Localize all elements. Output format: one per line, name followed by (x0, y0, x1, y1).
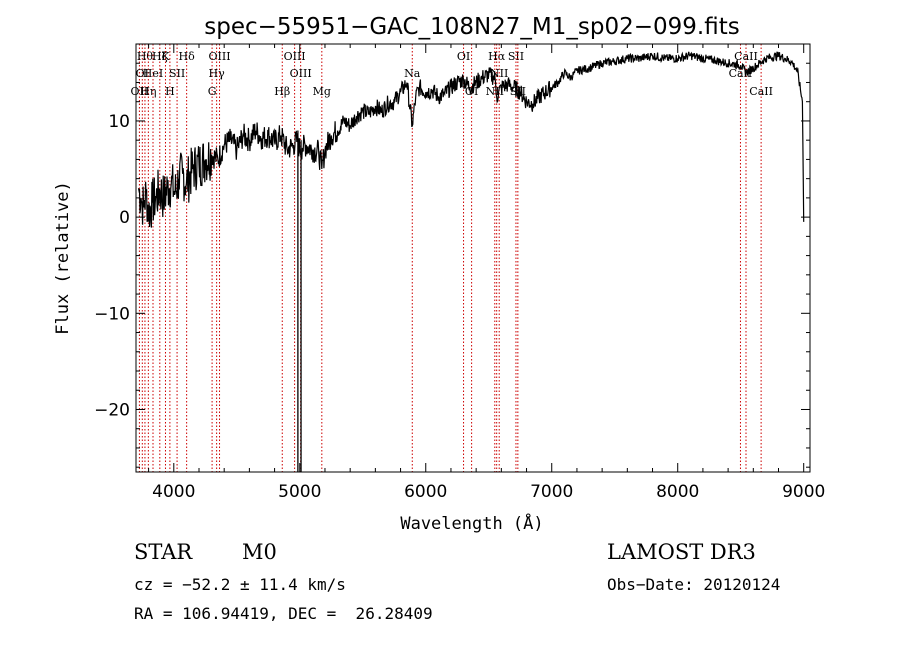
marker-label-18-0: OI (457, 50, 470, 63)
marker-label-27-0: CaII (749, 85, 773, 98)
marker-label-6-0: K (161, 50, 170, 63)
marker-label-7-0: H (165, 85, 175, 98)
y-tick-label-2: −10 (94, 304, 130, 324)
marker-label-5-0: Hζ (152, 50, 168, 63)
x-tick-label-5: 9000 (782, 482, 825, 502)
marker-label-21-0: Hα (488, 50, 506, 63)
marker-label-26-0: CaII (734, 50, 758, 63)
marker-label-3-0: Hη (140, 85, 156, 98)
x-tick-label-3: 7000 (530, 482, 573, 502)
marker-label-1-0: OI (136, 67, 149, 80)
object-subclass: M0 (242, 540, 277, 564)
y-axis: 10 0 −10 −20 (94, 43, 810, 468)
x-tick-label-1: 5000 (278, 482, 321, 502)
marker-label-17-0: Na (404, 67, 421, 80)
coordinates: RA = 106.94419, DEC = 26.28409 (134, 604, 433, 623)
marker-label-4-0: HeI (143, 67, 163, 80)
x-tick-label-2: 6000 (404, 482, 447, 502)
y-tick-label-1: 0 (119, 208, 130, 228)
obs-date: Obs−Date: 20120124 (607, 575, 781, 594)
object-class: STAR (134, 540, 193, 564)
chart-title: spec−55951−GAC_108N27_M1_sp02−099.fits (204, 14, 739, 40)
spectrum-chart: spec−55951−GAC_108N27_M1_sp02−099.fits O… (53, 14, 825, 534)
marker-label-8-0: SII (169, 67, 185, 80)
y-axis-label: Flux (relative) (53, 181, 73, 335)
x-tick-label-0: 4000 (152, 482, 195, 502)
marker-label-11-0: Hγ (209, 67, 226, 80)
survey-name: LAMOST DR3 (607, 540, 756, 564)
redshift-cz: cz = −52.2 ± 11.4 km/s (134, 575, 346, 594)
spike-layer (297, 130, 302, 472)
plot-frame (135, 43, 811, 473)
marker-label-14-0: OIII (284, 50, 306, 63)
marker-label-13-0: Hβ (274, 85, 290, 98)
y-tick-label-0: 10 (108, 112, 130, 132)
marker-label-10-0: G (208, 85, 217, 98)
marker-label-12-0: OIII (208, 50, 230, 63)
spectrum-line (137, 51, 805, 228)
y-tick-label-3: −20 (94, 400, 130, 420)
marker-label-9-0: Hδ (179, 50, 196, 63)
line-marker-layer: OIIOIHθHηHeIHζKHSIIHδGHγOIIIHβOIIIOIIIMg… (131, 44, 773, 472)
x-tick-label-4: 8000 (656, 482, 699, 502)
marker-label-0-0: OII (131, 85, 149, 98)
marker-label-15-0: OIII (290, 67, 312, 80)
marker-label-16-0: Mg (313, 85, 331, 98)
marker-label-2-0: Hθ (137, 50, 154, 63)
x-axis-label: Wavelength (Å) (400, 512, 543, 534)
x-axis: 4000 5000 6000 7000 8000 9000 (148, 44, 825, 502)
marker-label-23-0: SII (508, 50, 524, 63)
